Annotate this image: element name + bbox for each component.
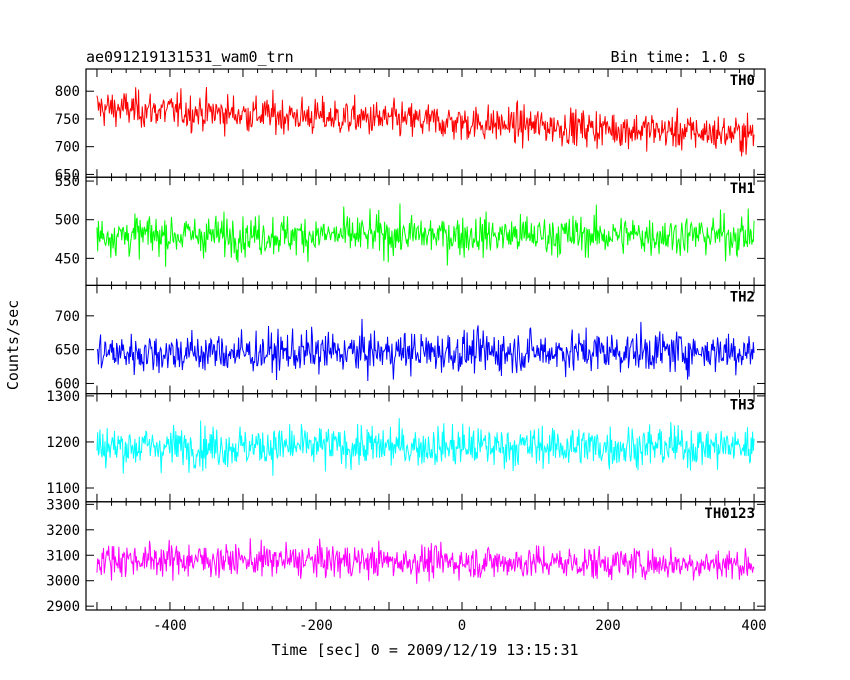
x-tick-label: -400 <box>153 618 187 634</box>
y-tick-label: 2900 <box>46 599 80 615</box>
series-line-th3 <box>96 418 755 476</box>
figure-title-right: Bin time: 1.0 s <box>611 48 746 66</box>
y-tick-label: 1200 <box>46 435 80 451</box>
y-tick-label: 650 <box>55 167 80 183</box>
panel-label-th2: TH2 <box>730 289 755 305</box>
series-line-th1 <box>96 203 755 267</box>
y-tick-label: 650 <box>55 343 80 359</box>
y-tick-label: 3000 <box>46 574 80 590</box>
series-line-th2 <box>96 318 755 381</box>
y-tick-label: 3200 <box>46 523 80 539</box>
panel-label-th3: TH3 <box>730 398 755 414</box>
series-line-th0123 <box>96 538 755 584</box>
panel-label-th1: TH1 <box>730 181 755 197</box>
y-tick-label: 750 <box>55 112 80 128</box>
figure-title-left: ae091219131531_wam0_trn <box>86 48 294 66</box>
y-tick-label: 600 <box>55 376 80 392</box>
y-tick-label: 1100 <box>46 481 80 497</box>
y-tick-label: 500 <box>55 213 80 229</box>
y-tick-label: 700 <box>55 309 80 325</box>
y-tick-label: 3100 <box>46 548 80 564</box>
y-tick-label: 3300 <box>46 497 80 513</box>
y-tick-label: 700 <box>55 140 80 156</box>
series-line-th0 <box>96 86 755 157</box>
x-tick-label: -200 <box>299 618 333 634</box>
y-tick-label: 450 <box>55 251 80 267</box>
panel-label-th0: TH0 <box>730 73 755 89</box>
x-tick-label: 0 <box>458 618 466 634</box>
y-axis-label: Counts/sec <box>4 300 22 390</box>
y-tick-label: 1300 <box>46 389 80 405</box>
panel-stack: TH0 650 700 750 800 TH1 450 500 550 TH2 600 650 700 T… <box>46 68 767 634</box>
panel-label-th0123: TH0123 <box>704 506 755 522</box>
y-tick-label: 800 <box>55 84 80 100</box>
x-tick-label: 200 <box>595 618 620 634</box>
y-tick-label: 550 <box>55 174 80 190</box>
panel-frame-th0123 <box>85 501 766 611</box>
x-axis-label: Time [sec] 0 = 2009/12/19 13:15:31 <box>271 641 578 659</box>
x-tick-label: 400 <box>741 618 766 634</box>
